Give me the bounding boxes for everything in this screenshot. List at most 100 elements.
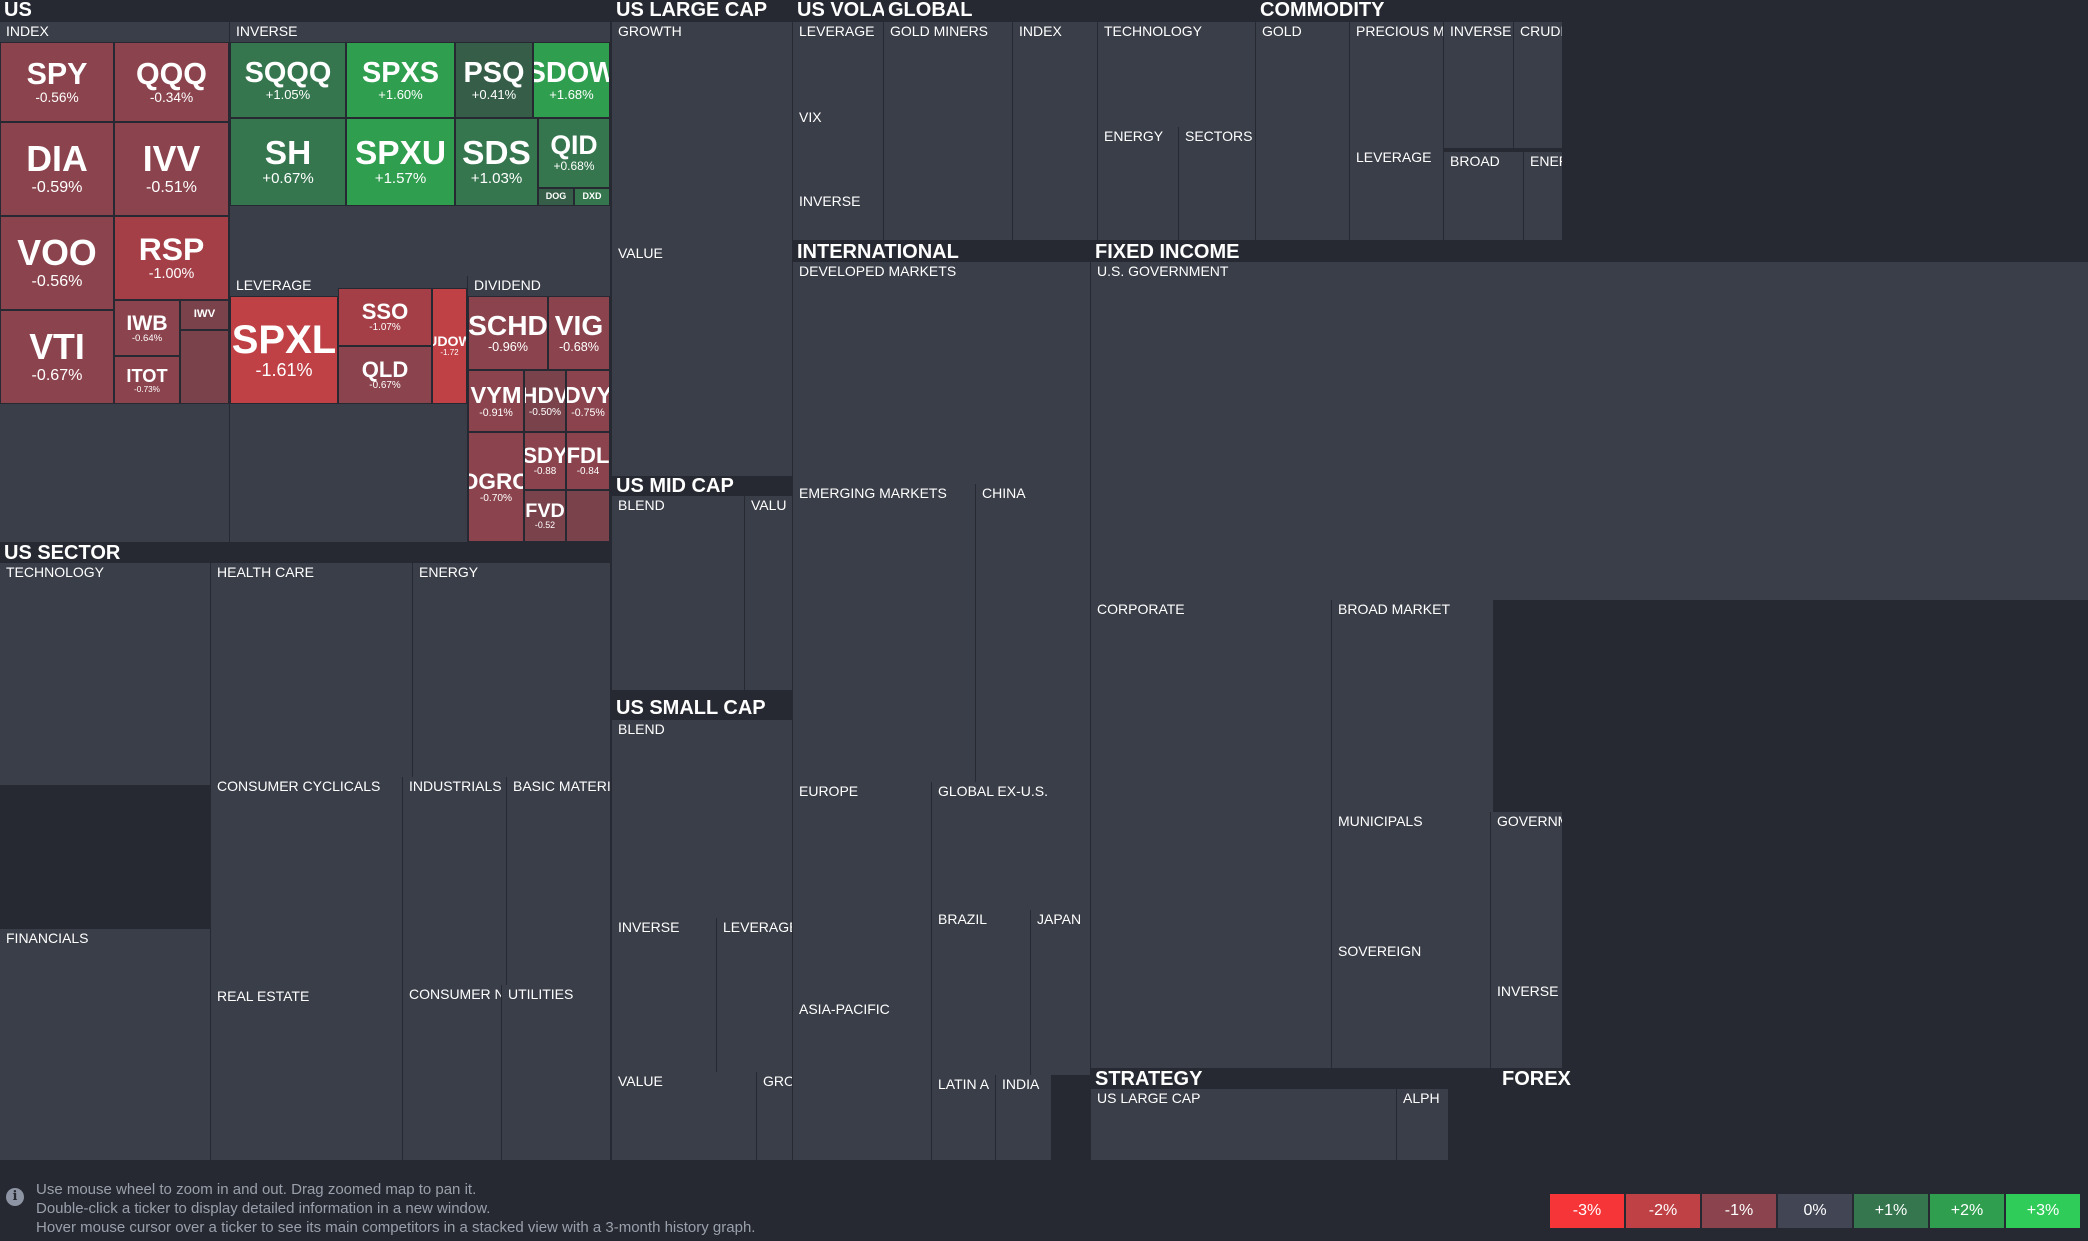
ticker-change: +0.68% <box>553 159 595 174</box>
ticker-tile[interactable]: SDOW+1.68% <box>533 42 610 118</box>
legend-minus-1[interactable]: -1% <box>1701 1193 1777 1229</box>
ticker-symbol: SPXU <box>354 135 446 173</box>
group: JAPAN <box>1031 910 1090 1075</box>
ticker-symbol: SDY <box>524 442 566 468</box>
ticker-tile[interactable]: DVY -0.75% <box>566 370 610 432</box>
ticker-tile[interactable]: SDS +1.03% <box>455 118 538 206</box>
ticker-tile[interactable]: QLD -0.67% <box>338 346 432 404</box>
ticker-tile[interactable]: SDY -0.88 <box>524 432 566 490</box>
ticker-tile[interactable]: RSP -1.00% <box>114 216 229 300</box>
legend-minus-3[interactable]: -3% <box>1549 1193 1625 1229</box>
ticker-tile[interactable]: VYM -0.91% <box>468 370 524 432</box>
legend-minus-2[interactable]: -2% <box>1625 1193 1701 1229</box>
ticker-symbol: IVV <box>142 139 201 180</box>
group: GROWTH <box>757 1072 792 1160</box>
ticker-symbol: SPXL <box>231 318 337 363</box>
ticker-symbol: DIA <box>26 139 88 180</box>
ticker-tile[interactable]: SPY -0.56% <box>0 42 114 122</box>
ticker-change: +1.68% <box>549 87 594 102</box>
sector-title: COMMODITY <box>1260 0 1385 21</box>
group-title: VALUE <box>618 245 663 261</box>
group: ASIA-PACIFIC <box>793 1000 931 1160</box>
ticker-change: -0.67% <box>31 365 83 384</box>
group: GROWTH <box>612 22 792 244</box>
ticker-change: -0.34% <box>149 90 194 106</box>
ticker-tile[interactable]: IWB -0.64% <box>114 300 180 356</box>
legend-plus-2[interactable]: +2% <box>1929 1193 2005 1229</box>
ticker-tile[interactable]: FDL -0.84 <box>566 432 610 490</box>
group-title: HEALTH CARE <box>217 564 314 580</box>
group: INVERSE <box>1491 982 1562 1068</box>
ticker-tile[interactable]: QID +0.68% <box>538 118 610 188</box>
ticker-tile[interactable]: SCHD -0.96% <box>468 296 548 370</box>
ticker-change: -1.61% <box>255 360 313 381</box>
ticker-symbol: QQQ <box>136 56 207 91</box>
ticker-tile[interactable]: DIA -0.59% <box>0 122 114 216</box>
ticker-symbol: FDL <box>566 442 610 468</box>
group: VALUE <box>612 1072 756 1160</box>
ticker-tile[interactable]: FVD -0.52 <box>524 490 566 542</box>
ticker-tile[interactable]: PSQ +0.41% <box>455 42 533 118</box>
ticker-tile[interactable]: VIG -0.68% <box>548 296 610 370</box>
ticker-tile[interactable]: UDOW-1.72 <box>432 288 467 404</box>
ticker-symbol: VIG <box>554 310 604 342</box>
group: INDEX <box>1013 22 1097 240</box>
group: DEVELOPED MARKETS <box>793 262 1090 484</box>
ticker-change: -0.56% <box>35 90 79 106</box>
group-title: FINANCIALS <box>6 930 89 946</box>
group-title: CORPORATE <box>1097 601 1185 617</box>
group-title: CONSUMER CYCLICALS <box>217 778 381 794</box>
ticker-tile[interactable]: DOG <box>538 188 574 206</box>
group: HEALTH CARE <box>211 563 412 777</box>
group: EMERGING MARKETS <box>793 484 975 782</box>
ticker-tile[interactable]: DXD <box>574 188 610 206</box>
ticker-tile[interactable]: SQQQ +1.05% <box>230 42 346 118</box>
sector-title: US <box>4 0 32 21</box>
legend-plus-1[interactable]: +1% <box>1853 1193 1929 1229</box>
group-title: JAPAN <box>1037 911 1082 927</box>
legend-plus-3[interactable]: +3% <box>2005 1193 2081 1229</box>
group-title: INVERSE <box>799 193 861 209</box>
ticker-tile[interactable]: SH +0.67% <box>230 118 346 206</box>
ticker-tile[interactable]: IVV -0.51% <box>114 122 229 216</box>
ticker-change: -0.59% <box>31 177 83 196</box>
group-title: ENERGY <box>1104 128 1164 144</box>
ticker-tile[interactable]: SPXU +1.57% <box>346 118 455 206</box>
group-title: BLEND <box>618 721 665 737</box>
ticker-tile[interactable] <box>180 330 229 404</box>
ticker-change: -0.52 <box>534 520 556 531</box>
ticker-tile[interactable]: SPXL -1.61% <box>230 296 338 404</box>
group-title: GOLD MINERS <box>890 23 989 39</box>
group-title: REAL ESTATE <box>217 988 310 1004</box>
ticker-tile[interactable]: VTI -0.67% <box>0 310 114 404</box>
group-title: EMERGING MARKETS <box>799 485 947 501</box>
ticker-tile[interactable]: SPXS +1.60% <box>346 42 455 118</box>
ticker-tile[interactable]: HDV-0.50% <box>524 370 566 432</box>
group: BRAZIL <box>932 910 1030 1075</box>
group: CRUDE <box>1514 22 1562 148</box>
group: GOVERNM <box>1491 812 1562 982</box>
sector-title: GLOBAL <box>888 0 973 21</box>
group: UTILITIES <box>502 985 610 1160</box>
ticker-symbol: SCHD <box>468 310 548 342</box>
ticker-tile[interactable]: SSO -1.07% <box>338 288 432 346</box>
help-text-hover: Hover mouse cursor over a ticker to see … <box>36 1219 756 1236</box>
sector-title: US SMALL CAP <box>616 697 766 719</box>
group: VALUE <box>612 244 792 476</box>
ticker-change: +0.41% <box>471 87 517 102</box>
ticker-tile[interactable]: ITOT -0.73% <box>114 356 180 404</box>
ticker-tile[interactable] <box>566 490 610 542</box>
help-text-zoom: Use mouse wheel to zoom in and out. Drag… <box>36 1181 477 1198</box>
ticker-tile[interactable]: VOO -0.56% <box>0 216 114 310</box>
group-title: INDEX <box>1019 23 1062 39</box>
group: GLOBAL EX-U.S. <box>932 782 1090 910</box>
group: INVERSE <box>793 192 883 240</box>
group: ALPH <box>1397 1089 1448 1160</box>
ticker-tile[interactable]: QQQ -0.34% <box>114 42 229 122</box>
ticker-tile[interactable]: IWV <box>180 300 229 330</box>
legend-zero[interactable]: 0% <box>1777 1193 1853 1229</box>
ticker-change: -0.51% <box>146 177 197 196</box>
sector-title: FIXED INCOME <box>1095 241 1240 263</box>
group-title: ALPH <box>1403 1090 1440 1106</box>
